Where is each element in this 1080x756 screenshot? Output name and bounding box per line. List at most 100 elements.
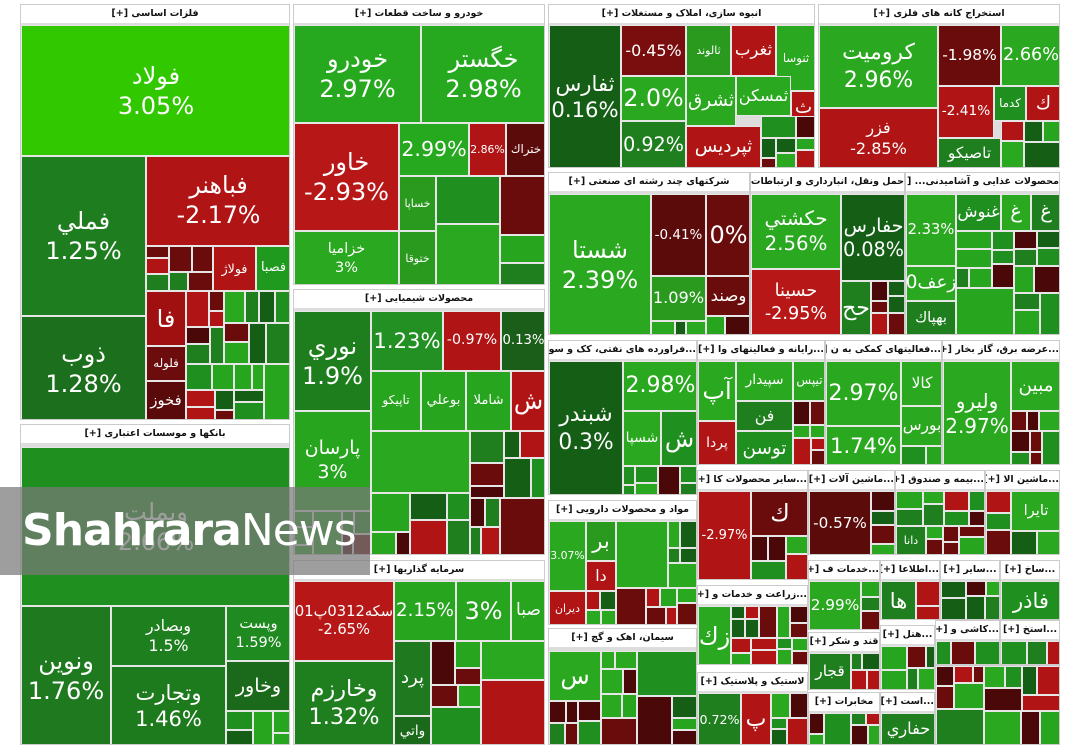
expand-button[interactable]: [+]: [809, 564, 820, 575]
stock-tile[interactable]: خودرو 2.97%: [294, 25, 421, 123]
stock-tile[interactable]: خگستر 2.98%: [421, 25, 544, 123]
stock-tile[interactable]: دانا: [896, 526, 926, 554]
stock-tile[interactable]: 1.23%: [371, 311, 443, 371]
stock-tile[interactable]: فولاژ: [213, 246, 256, 291]
stock-tile[interactable]: وصند: [706, 276, 749, 316]
stock-tile[interactable]: حفارس 0.08%: [841, 194, 904, 281]
expand-button[interactable]: [+]: [936, 624, 948, 635]
stock-tile[interactable]: توسن: [736, 431, 793, 464]
expand-button[interactable]: [+]: [826, 344, 827, 355]
stock-tile[interactable]: 2.99%: [809, 581, 861, 629]
stock-tile[interactable]: -0.41%: [651, 194, 706, 276]
stock-tile[interactable]: ثپرديس: [686, 126, 761, 167]
stock-tile[interactable]: ش: [511, 371, 544, 431]
stock-tile[interactable]: غنوش: [956, 194, 1001, 231]
stock-tile[interactable]: ديران: [549, 591, 586, 624]
stock-tile[interactable]: 2.66%: [1001, 25, 1059, 86]
expand-button[interactable]: [+]: [111, 8, 129, 19]
stock-tile[interactable]: حكشتي 2.56%: [751, 194, 841, 269]
stock-tile[interactable]: فن: [736, 401, 793, 431]
stock-tile[interactable]: قجار: [809, 653, 851, 689]
stock-tile[interactable]: شسپا: [623, 411, 661, 466]
stock-tile[interactable]: وتجارت 1.46%: [111, 666, 226, 744]
stock-tile[interactable]: وبصادر 1.5%: [111, 606, 226, 666]
expand-button[interactable]: [+]: [571, 632, 588, 643]
expand-button[interactable]: [+]: [906, 176, 912, 187]
expand-button[interactable]: [+]: [555, 504, 573, 515]
stock-tile[interactable]: 3.07%: [549, 521, 586, 591]
stock-tile[interactable]: تاپيكو: [371, 371, 421, 431]
stock-tile[interactable]: 3%: [456, 581, 511, 641]
expand-button[interactable]: [+]: [700, 676, 718, 687]
stock-tile[interactable]: 2.97%: [826, 361, 901, 426]
stock-tile[interactable]: ك: [751, 491, 807, 536]
expand-button[interactable]: [+]: [873, 8, 891, 19]
stock-tile[interactable]: ختراك: [506, 123, 544, 176]
stock-tile[interactable]: وليرو 2.97%: [943, 361, 1011, 464]
stock-tile[interactable]: وخاور: [226, 661, 289, 711]
stock-tile[interactable]: حسينا -2.95%: [751, 269, 841, 334]
expand-button[interactable]: [+]: [809, 636, 827, 647]
expand-button[interactable]: [+]: [601, 8, 619, 19]
stock-tile[interactable]: ها: [881, 581, 916, 619]
expand-button[interactable]: [+]: [1004, 564, 1022, 575]
stock-tile[interactable]: نوري 1.9%: [294, 311, 371, 411]
stock-tile[interactable]: بهپاك: [906, 301, 956, 334]
stock-tile[interactable]: صبا: [511, 581, 544, 641]
stock-tile[interactable]: بورس: [901, 406, 941, 446]
stock-tile[interactable]: آپ: [698, 361, 736, 421]
stock-tile[interactable]: س: [549, 651, 601, 701]
stock-tile[interactable]: 2.98%: [623, 361, 696, 411]
expand-button[interactable]: [+]: [881, 696, 898, 707]
expand-button[interactable]: [+]: [364, 293, 382, 304]
stock-tile[interactable]: 1.09%: [651, 276, 706, 321]
stock-tile[interactable]: -0.57%: [809, 491, 871, 554]
stock-tile[interactable]: 2.0%: [621, 76, 686, 121]
stock-tile[interactable]: وخارزم 1.32%: [294, 661, 394, 744]
stock-tile[interactable]: پرد: [394, 641, 431, 716]
expand-button[interactable]: [+]: [1002, 624, 1020, 635]
stock-tile[interactable]: شستا 2.39%: [549, 194, 651, 334]
stock-tile[interactable]: غ: [1001, 194, 1031, 231]
stock-tile[interactable]: فملي 1.25%: [21, 156, 146, 316]
stock-tile[interactable]: فولاد 3.05%: [21, 25, 289, 156]
expand-button[interactable]: [+]: [882, 629, 900, 640]
stock-tile[interactable]: سكه0312پ01 -2.65%: [294, 581, 394, 661]
stock-tile[interactable]: فخوز: [146, 381, 186, 419]
expand-button[interactable]: [+]: [568, 176, 586, 187]
stock-tile[interactable]: فا: [146, 291, 186, 346]
stock-tile[interactable]: -0.97%: [443, 311, 501, 371]
stock-tile[interactable]: 2.33%: [906, 194, 956, 266]
stock-tile[interactable]: 2.15%: [394, 581, 456, 641]
stock-tile[interactable]: 2.86%: [469, 123, 506, 176]
stock-tile[interactable]: واتي: [394, 716, 431, 744]
stock-tile[interactable]: فاذر: [1001, 581, 1059, 619]
stock-tile[interactable]: 2.99%: [399, 123, 469, 176]
stock-tile[interactable]: شبندر 0.3%: [549, 361, 623, 494]
stock-tile[interactable]: -0.45%: [621, 25, 686, 76]
stock-tile[interactable]: پردا: [698, 421, 736, 464]
stock-tile[interactable]: فلوله: [146, 346, 186, 381]
stock-tile[interactable]: ثشرق: [686, 76, 736, 126]
expand-button[interactable]: [+]: [698, 474, 711, 485]
stock-tile[interactable]: 0.92%: [621, 121, 686, 167]
expand-button[interactable]: [+]: [881, 564, 896, 575]
stock-tile[interactable]: ختوقا: [399, 231, 436, 284]
stock-tile[interactable]: كالا: [901, 361, 941, 406]
stock-tile[interactable]: كدما: [994, 86, 1026, 121]
stock-tile[interactable]: پ: [741, 693, 771, 744]
expand-button[interactable]: [+]: [896, 474, 905, 485]
stock-tile[interactable]: تيپس: [793, 361, 824, 401]
stock-tile[interactable]: فصبا: [256, 246, 289, 291]
stock-tile[interactable]: تايرا: [1011, 491, 1059, 531]
expand-button[interactable]: [+]: [84, 428, 102, 439]
expand-button[interactable]: [+]: [354, 8, 372, 19]
expand-button[interactable]: [+]: [809, 474, 826, 485]
stock-tile[interactable]: 1.74%: [826, 426, 901, 464]
stock-tile[interactable]: -2.97%: [698, 491, 751, 579]
stock-tile[interactable]: 0%: [706, 194, 749, 276]
stock-tile[interactable]: 0.13%: [501, 311, 544, 371]
expand-button[interactable]: [+]: [986, 474, 1000, 485]
stock-tile[interactable]: خاور -2.93%: [294, 123, 399, 231]
expand-button[interactable]: [+]: [943, 564, 961, 575]
